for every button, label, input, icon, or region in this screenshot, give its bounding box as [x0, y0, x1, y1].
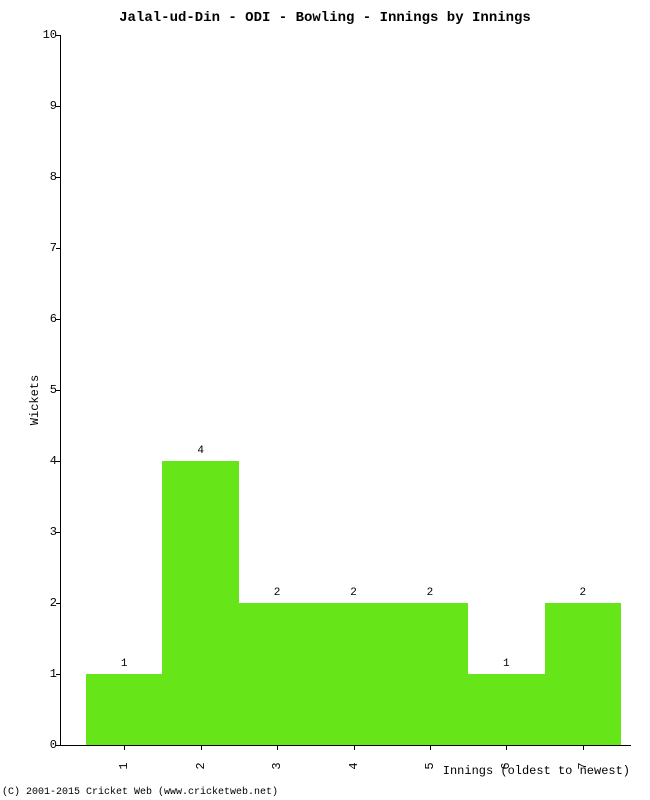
bar — [239, 603, 315, 745]
plot-area: 01234567891011422324251627 — [60, 35, 631, 746]
chart-title: Jalal-ud-Din - ODI - Bowling - Innings b… — [0, 10, 650, 26]
x-tick-mark — [201, 745, 202, 750]
y-tick-mark — [56, 603, 61, 604]
bar-value-label: 1 — [121, 658, 128, 670]
y-tick-mark — [56, 532, 61, 533]
y-tick-mark — [56, 248, 61, 249]
y-tick-mark — [56, 390, 61, 391]
y-tick-label: 4 — [33, 454, 57, 468]
chart-container: Jalal-ud-Din - ODI - Bowling - Innings b… — [0, 0, 650, 800]
x-tick-mark — [277, 745, 278, 750]
x-axis-label: Innings (oldest to newest) — [443, 764, 630, 778]
bar — [162, 461, 238, 745]
y-tick-label: 1 — [33, 667, 57, 681]
y-tick-label: 10 — [33, 28, 57, 42]
y-tick-label: 5 — [33, 383, 57, 397]
y-tick-label: 8 — [33, 170, 57, 184]
bar — [392, 603, 468, 745]
x-tick-mark — [583, 745, 584, 750]
x-tick-mark — [124, 745, 125, 750]
copyright-text: (C) 2001-2015 Cricket Web (www.cricketwe… — [2, 787, 278, 798]
x-tick-label: 4 — [347, 762, 361, 769]
x-tick-mark — [506, 745, 507, 750]
y-tick-mark — [56, 461, 61, 462]
bar — [545, 603, 621, 745]
y-tick-mark — [56, 745, 61, 746]
y-tick-label: 3 — [33, 525, 57, 539]
bar-value-label: 2 — [579, 587, 586, 599]
bar — [86, 674, 162, 745]
bar — [315, 603, 391, 745]
bar-value-label: 1 — [503, 658, 510, 670]
y-tick-label: 7 — [33, 241, 57, 255]
bar-value-label: 4 — [197, 445, 204, 457]
y-tick-mark — [56, 319, 61, 320]
x-tick-label: 3 — [270, 762, 284, 769]
y-tick-mark — [56, 674, 61, 675]
y-tick-label: 9 — [33, 99, 57, 113]
y-tick-mark — [56, 177, 61, 178]
bar — [468, 674, 544, 745]
y-tick-label: 2 — [33, 596, 57, 610]
y-tick-mark — [56, 106, 61, 107]
x-tick-label: 2 — [194, 762, 208, 769]
x-tick-mark — [430, 745, 431, 750]
bar-value-label: 2 — [427, 587, 434, 599]
y-tick-mark — [56, 35, 61, 36]
x-tick-mark — [354, 745, 355, 750]
y-tick-label: 6 — [33, 312, 57, 326]
x-tick-label: 1 — [117, 762, 131, 769]
x-tick-label: 5 — [423, 762, 437, 769]
y-tick-label: 0 — [33, 738, 57, 752]
bar-value-label: 2 — [274, 587, 281, 599]
bar-value-label: 2 — [350, 587, 357, 599]
